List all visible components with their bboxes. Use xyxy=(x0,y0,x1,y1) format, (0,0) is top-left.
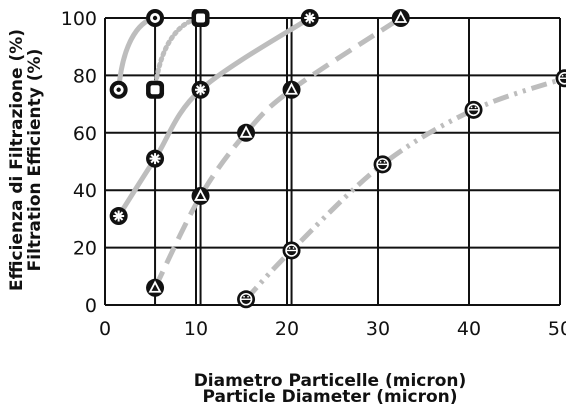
series-4-point-3-eye-r xyxy=(474,106,477,109)
curve-layer xyxy=(116,15,566,301)
x-axis-title-italian: Diametro Particelle (micron) xyxy=(194,371,467,391)
x-tick-label-4: 40 xyxy=(457,318,481,340)
x-tick-label-2: 20 xyxy=(275,318,299,340)
y-tick-label-0: 0 xyxy=(85,295,97,317)
series-3-point-4-triangle xyxy=(394,10,408,23)
series-2-point-2 xyxy=(191,80,210,99)
series-4-point-1 xyxy=(282,241,301,260)
series-4-point-3 xyxy=(464,100,483,119)
series-4-curve xyxy=(244,75,566,301)
series-4-point-2-eye-l xyxy=(379,160,382,163)
series-3-point-1-triangle xyxy=(194,188,208,201)
y-tick-label-5: 100 xyxy=(61,8,97,30)
series-1-point-0-inner xyxy=(150,85,160,95)
x-axis-title-english: Particle Diameter (micron) xyxy=(202,387,457,404)
y-axis-title-english: Filtration Efficienty (%) xyxy=(25,49,45,272)
series-2-point-0 xyxy=(109,207,128,226)
series-0-point-1 xyxy=(146,9,165,27)
series-4-point-1-eye-r xyxy=(292,247,295,249)
series-3-point-1 xyxy=(191,186,210,205)
grid-layer xyxy=(104,17,561,306)
series-3-point-3 xyxy=(282,80,301,99)
series-1-point-1-inner xyxy=(196,13,206,23)
y-tick-label-2: 40 xyxy=(73,180,97,202)
series-0-curve xyxy=(116,15,156,90)
series-3-point-3-triangle xyxy=(285,82,299,95)
series-3-point-2 xyxy=(237,123,256,142)
series-3-point-0-triangle xyxy=(148,280,162,293)
series-3-point-2-triangle xyxy=(239,125,253,138)
series-3-curve xyxy=(152,15,403,289)
series-4-point-2 xyxy=(373,155,392,174)
series-4-point-4 xyxy=(555,69,566,88)
x-tick-label-3: 30 xyxy=(366,318,390,340)
series-4-point-1-eye-l xyxy=(288,247,291,249)
series-0-point-0-dot xyxy=(116,87,121,92)
series-4-point-0-eye-r xyxy=(247,295,249,298)
series-2-point-1-spoke-3 xyxy=(150,154,160,164)
y-axis-title-italian: Efficienza di Filtrazione (%) xyxy=(7,29,27,291)
series-2-point-3 xyxy=(300,9,319,27)
series-4-point-0-eye-l xyxy=(243,295,245,298)
series-2-point-0-spoke-3 xyxy=(114,211,124,221)
series-2-point-3-spoke-3 xyxy=(305,13,315,23)
y-tick-label-4: 80 xyxy=(73,65,97,87)
series-3-point-0 xyxy=(146,278,165,297)
series-2-curve xyxy=(116,15,312,218)
series-4-point-3-eye-l xyxy=(470,106,473,109)
marker-layer xyxy=(109,9,566,309)
series-2-point-1 xyxy=(146,149,165,168)
tick-layer: 0 10 20 30 40 50 0 20 40 60 80 100 xyxy=(61,8,566,340)
series-3-point-4 xyxy=(391,9,410,27)
series-0-point-1-dot xyxy=(152,15,158,21)
series-1-point-1 xyxy=(191,9,210,27)
series-2-point-2-spoke-3 xyxy=(195,85,206,95)
series-1-point-0 xyxy=(146,80,165,99)
series-0-point-0 xyxy=(109,80,128,99)
x-tick-label-1: 10 xyxy=(184,318,208,340)
series-4-point-4-eye-l xyxy=(561,74,564,77)
y-tick-label-1: 20 xyxy=(73,238,97,260)
series-4-point-0 xyxy=(237,290,256,309)
series-1-curve xyxy=(152,15,204,93)
y-tick-label-3: 60 xyxy=(73,123,97,145)
series-4-point-2-eye-r xyxy=(383,160,386,163)
x-tick-label-5: 50 xyxy=(548,318,566,340)
x-tick-label-0: 0 xyxy=(99,318,111,340)
